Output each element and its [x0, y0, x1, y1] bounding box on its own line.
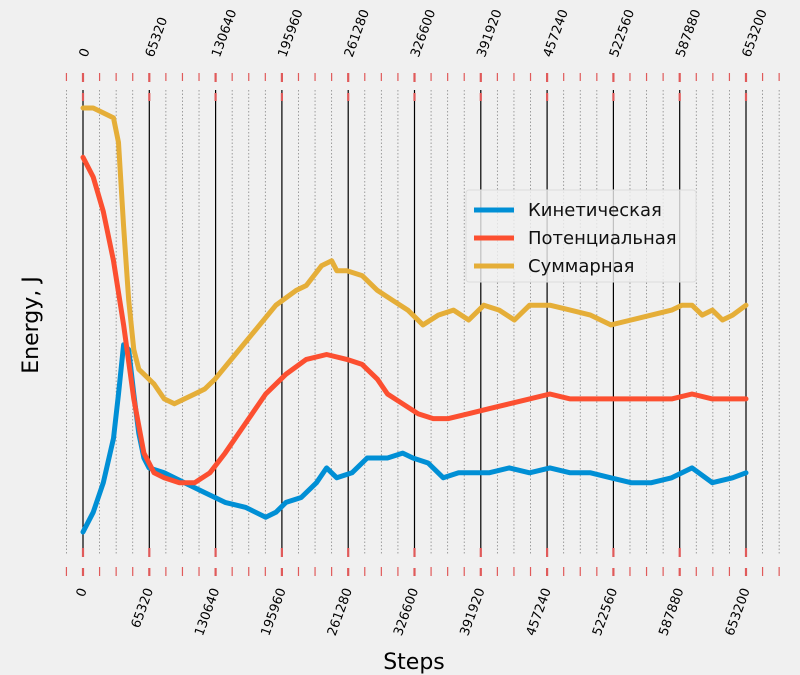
x-tick-label-top: 391920 [474, 8, 505, 60]
x-tick-label-bottom: 65320 [129, 586, 157, 630]
x-axis-label: Steps [383, 650, 445, 675]
x-tick-label-top: 587880 [673, 8, 704, 60]
x-tick-label-bottom: 195960 [259, 586, 290, 638]
top-axis: 0 65320 130640 195960 261280 326600 391920 4572… [65, 8, 780, 101]
x-tick-label-bottom: 587880 [656, 586, 687, 638]
x-tick-label-bottom: 653200 [723, 586, 754, 638]
series-line-2 [80, 105, 749, 407]
x-tick-label-top: 326600 [408, 8, 439, 60]
x-tick-label-bottom: 261280 [325, 586, 356, 638]
x-tick-label-bottom: 0 [74, 586, 91, 599]
series-line-1 [80, 154, 749, 486]
x-tick-label-bottom: 457240 [524, 586, 555, 638]
series-lines [80, 105, 749, 535]
x-tick-label-top: 653200 [740, 8, 771, 60]
bottom-axis: 0 65320 130640 195960 261280 326600 391920 4572… [65, 548, 780, 638]
x-tick-label-bottom: 326600 [391, 586, 422, 638]
x-tick-label-top: 522560 [607, 8, 638, 60]
legend-label: Кинетическая [528, 200, 662, 221]
x-tick-label-top: 195960 [276, 8, 307, 60]
x-tick-label-bottom: 522560 [590, 586, 621, 638]
x-tick-label-top: 0 [77, 46, 94, 59]
legend: Кинетическая Потенциальная Суммарная [465, 189, 697, 283]
legend-label: Потенциальная [528, 228, 677, 249]
x-tick-label-top: 130640 [209, 8, 240, 60]
x-tick-label-top: 261280 [342, 8, 373, 60]
x-tick-label-top: 65320 [143, 15, 171, 59]
legend-box [465, 189, 697, 283]
x-tick-label-top: 457240 [541, 8, 572, 60]
x-tick-label-bottom: 391920 [457, 586, 488, 638]
x-tick-label-bottom: 130640 [192, 586, 223, 638]
legend-label: Суммарная [528, 256, 634, 277]
y-axis-label: Energy, J [19, 276, 44, 374]
